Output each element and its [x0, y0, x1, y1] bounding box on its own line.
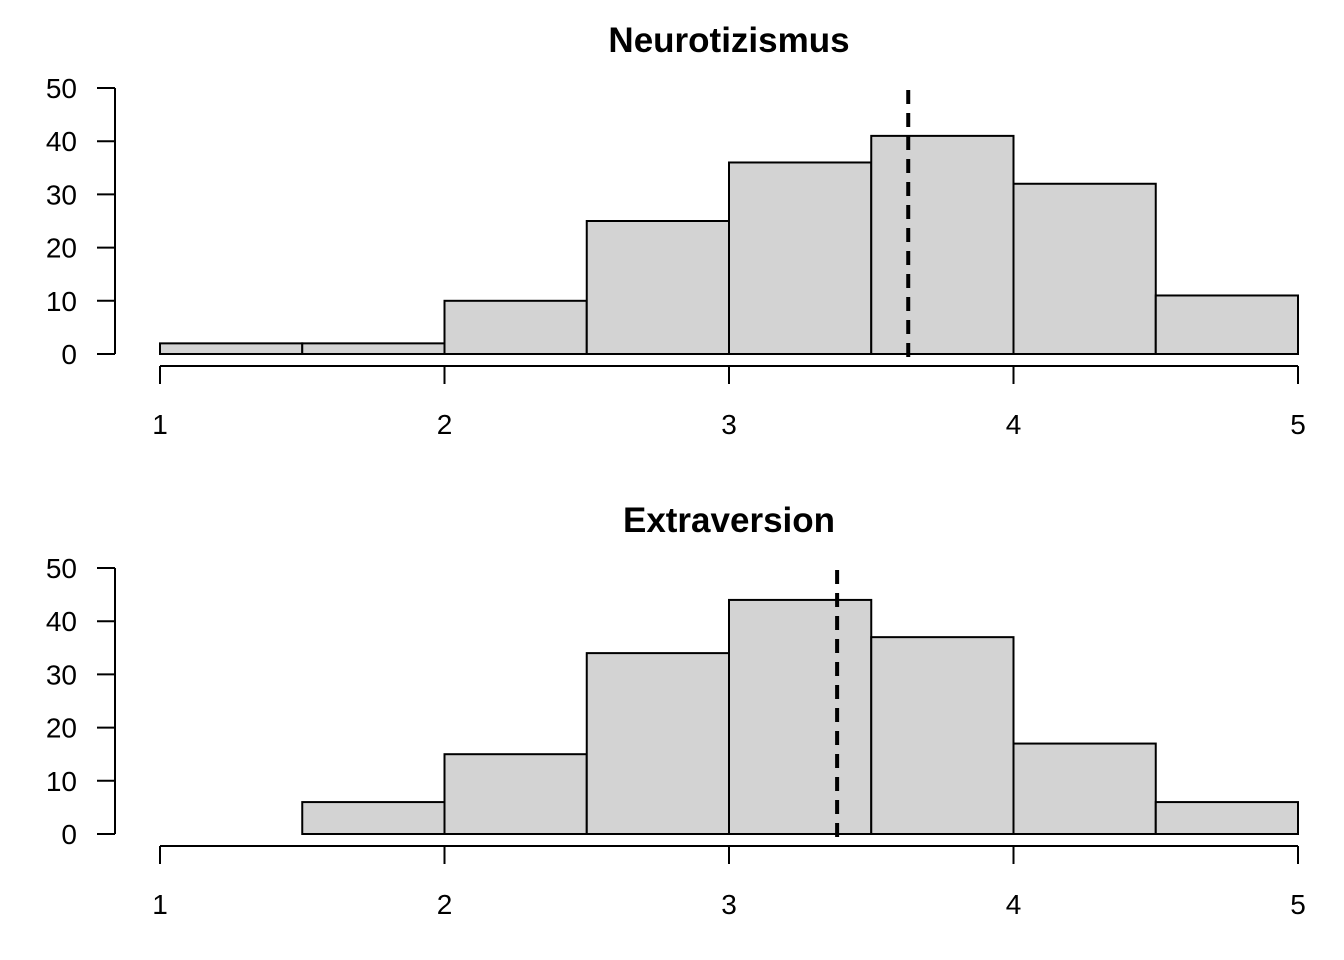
- x-tick-label: 2: [437, 889, 453, 920]
- x-tick-label: 3: [721, 889, 737, 920]
- histogram-bar: [585, 652, 730, 835]
- y-tick-label: 30: [46, 179, 77, 210]
- y-tick-label: 0: [61, 339, 77, 370]
- chart-title: Neurotizismus: [608, 21, 849, 60]
- y-tick-label: 20: [46, 233, 77, 264]
- histogram-bar: [1154, 801, 1299, 836]
- y-tick-label: 20: [46, 713, 77, 744]
- histogram-bar: [1154, 294, 1299, 356]
- x-tick-label: 4: [1006, 889, 1022, 920]
- y-tick-label: 10: [46, 766, 77, 797]
- histogram-bar: [301, 342, 446, 355]
- y-tick-label: 50: [46, 553, 77, 584]
- histogram-bar: [159, 342, 304, 355]
- y-tick-label: 50: [46, 73, 77, 104]
- chart-title: Extraversion: [623, 501, 835, 540]
- y-tick-label: 40: [46, 126, 77, 157]
- y-tick-label: 30: [46, 659, 77, 690]
- x-tick-label: 2: [437, 409, 453, 440]
- x-tick-label: 1: [152, 409, 168, 440]
- histogram-bar: [728, 161, 873, 355]
- y-tick-label: 0: [61, 819, 77, 850]
- y-tick-label: 40: [46, 606, 77, 637]
- histogram-panel-neurotizismus: Neurotizismus 0 10 20 30 40 50 1 2 3 4 5: [46, 21, 1306, 440]
- x-tick-label: 5: [1290, 409, 1306, 440]
- histogram-bar: [870, 134, 1015, 355]
- histogram-bar: [443, 753, 588, 836]
- histogram-bar: [870, 636, 1015, 835]
- histogram-bar: [728, 598, 873, 835]
- histogram-bar: [585, 220, 730, 355]
- histogram-panel-extraversion: Extraversion 0 10 20 30 40 50 1 2 3 4 5: [46, 501, 1306, 920]
- histogram-bar: [301, 801, 446, 836]
- histogram-bar: [1012, 182, 1157, 355]
- y-tick-label: 10: [46, 286, 77, 317]
- x-tick-label: 3: [721, 409, 737, 440]
- x-tick-label: 5: [1290, 889, 1306, 920]
- histogram-bar: [443, 299, 588, 355]
- histogram-bar: [1012, 742, 1157, 835]
- x-tick-label: 4: [1006, 409, 1022, 440]
- x-tick-label: 1: [152, 889, 168, 920]
